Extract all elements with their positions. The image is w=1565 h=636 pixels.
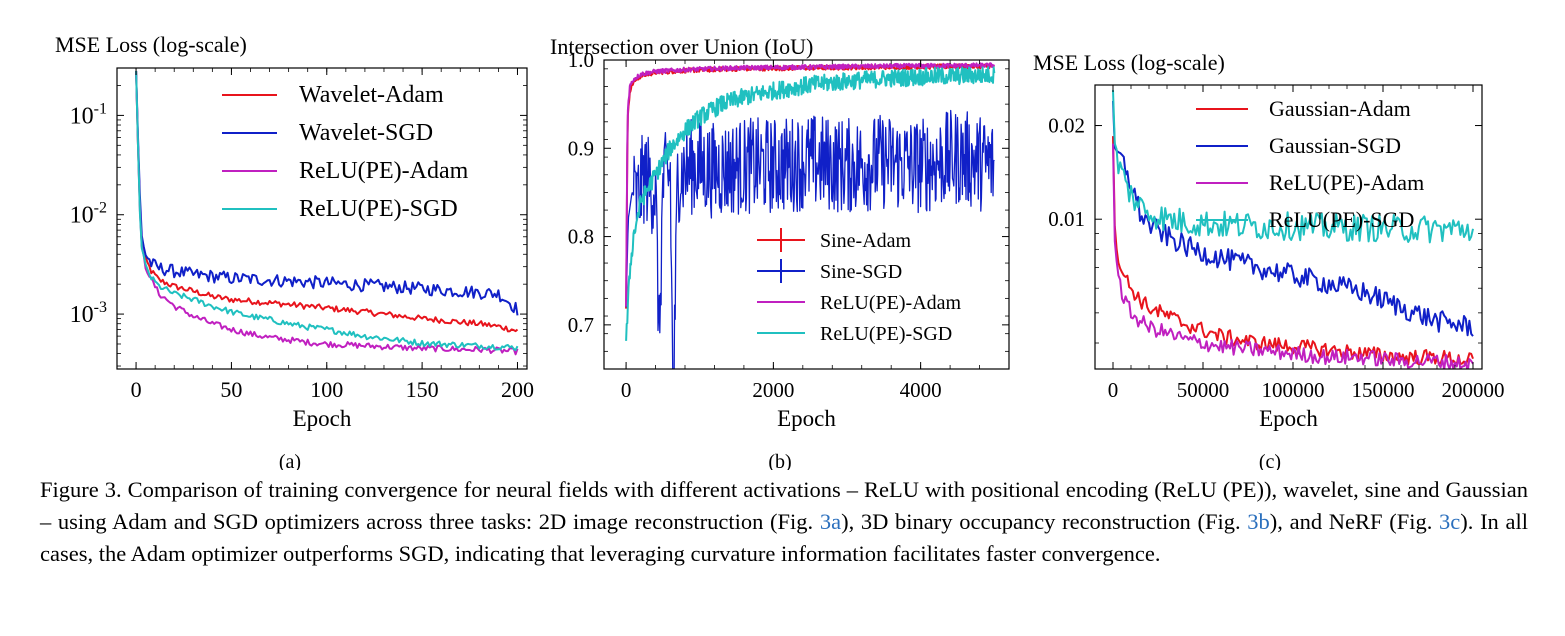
series-line-wavelet-adam [135, 70, 519, 333]
y-axis-label: MSE Loss (log-scale) [1033, 50, 1225, 75]
legend-label: ReLU(PE)-SGD [820, 323, 952, 345]
y-tick-label: 0.9 [568, 136, 594, 160]
series-group [135, 70, 519, 356]
legend-label: ReLU(PE)-Adam [820, 292, 962, 314]
series-line-wavelet-sgd [135, 70, 519, 316]
panel-label: (c) [1259, 451, 1281, 470]
caption-text-2: ), 3D binary occupancy reconstruction (F… [841, 509, 1248, 534]
legend-label: Wavelet-Adam [299, 82, 444, 108]
x-tick-label: 0 [1108, 378, 1119, 402]
chart-panel-1: 0 50 100 150 200 10-3 10-2 10-1 MSE Loss (log-sc… [55, 32, 534, 470]
caption-ref-3b[interactable]: 3b [1247, 509, 1270, 534]
x-tick-label: 4000 [900, 378, 942, 402]
y-tick-label: 1.0 [568, 48, 594, 72]
series-group [625, 62, 996, 369]
y-tick-label: 10-3 [70, 299, 107, 328]
legend-label: ReLU(PE)-Adam [1269, 170, 1424, 195]
x-tick-label: 0 [131, 377, 142, 402]
y-tick-label: 10-1 [70, 100, 107, 129]
y-tick-label: 0.8 [568, 225, 594, 249]
x-tick-label: 0 [621, 378, 632, 402]
y-tick-label: 0.02 [1048, 114, 1085, 138]
series-line-gaussian-sgd [1112, 100, 1474, 337]
x-axis-label: Epoch [1259, 406, 1318, 431]
plot-frame [603, 59, 1010, 370]
legend-label: ReLU(PE)-SGD [1269, 207, 1414, 232]
legend: Gaussian-Adam Gaussian-SGD ReLU(PE)-Adam Re… [1196, 96, 1424, 232]
figure-caption: Figure 3. Comparison of training converg… [40, 474, 1528, 570]
series-line-relu-pe-sgd [1112, 90, 1474, 244]
figure: 0 50 100 150 200 10-3 10-2 10-1 MSE Loss (log-sc… [55, 32, 1505, 470]
x-axis-label: Epoch [293, 406, 352, 431]
x-tick-label: 100000 [1262, 378, 1325, 402]
y-axis-label: MSE Loss (log-scale) [55, 32, 247, 57]
caption-text-3: ), and NeRF (Fig. [1269, 509, 1440, 534]
y-tick-label: 0.7 [568, 313, 594, 337]
x-tick-label: 200 [501, 377, 534, 402]
series-line-relu-pe-sgd [135, 70, 519, 352]
series-line-relu-pe-adam [625, 62, 996, 307]
legend-label: Wavelet-SGD [299, 120, 433, 146]
legend-label: Sine-Adam [820, 230, 912, 252]
caption-text-4: ). In all cases, the Adam optimizer outp… [40, 509, 1528, 566]
series-line-sine-sgd [625, 109, 995, 369]
series-line-relu-pe-sgd [625, 66, 996, 341]
legend-label: ReLU(PE)-SGD [299, 196, 458, 222]
x-tick-label: 2000 [752, 378, 794, 402]
caption-text-1: Figure 3. Comparison of training converg… [40, 477, 1528, 534]
x-tick-label: 50000 [1177, 378, 1230, 402]
series-line-relu-pe-adam [135, 70, 519, 356]
x-tick-label: 50 [220, 377, 242, 402]
caption-ref-3a[interactable]: 3a [819, 509, 842, 534]
series-group [1112, 90, 1474, 369]
plot-frame [1094, 84, 1483, 370]
y-tick-label: 0.01 [1048, 207, 1085, 231]
legend-label: ReLU(PE)-Adam [299, 158, 469, 184]
x-tick-label: 200000 [1442, 378, 1505, 402]
legend-label: Sine-SGD [820, 261, 902, 283]
legend-label: Gaussian-Adam [1269, 96, 1411, 121]
legend: Sine-Adam Sine-SGD ReLU(PE)-Adam ReLU(PE)-S… [757, 228, 962, 345]
legend-label: Gaussian-SGD [1269, 133, 1401, 158]
caption-ref-3c[interactable]: 3c [1439, 509, 1461, 534]
chart-panel-3: 0 50000 100000 150000 200000 0.01 0.02 MSE Loss… [1033, 50, 1505, 470]
x-tick-label: 100 [310, 377, 343, 402]
y-tick-label: 10-2 [70, 200, 107, 229]
legend: Wavelet-Adam Wavelet-SGD ReLU(PE)-Adam ReLU… [222, 82, 469, 222]
series-line-relu-pe-adam [1112, 143, 1474, 369]
y-axis-label: Intersection over Union (IoU) [550, 34, 813, 59]
panel-label: (b) [768, 451, 791, 470]
x-axis-label: Epoch [777, 406, 836, 431]
panel-label: (a) [279, 451, 301, 470]
x-tick-label: 150000 [1352, 378, 1415, 402]
plot-frame [116, 67, 528, 370]
x-tick-label: 150 [406, 377, 439, 402]
